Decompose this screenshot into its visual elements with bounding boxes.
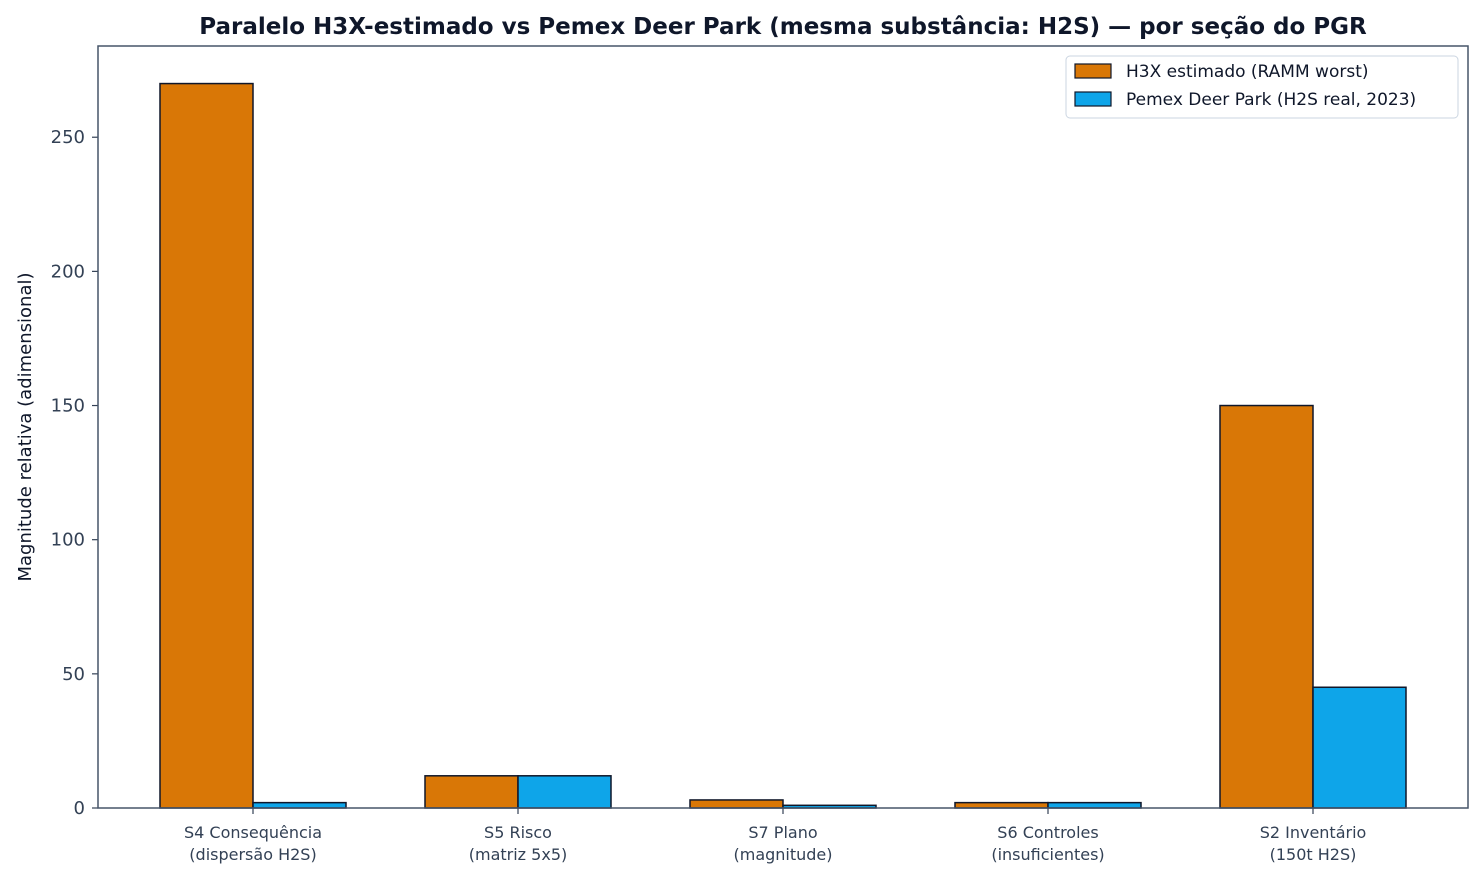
y-axis: 0 50 100 150 200 250 [51, 127, 98, 819]
bar-h3x-3 [954, 801, 1049, 809]
legend-box [1065, 55, 1459, 119]
y-tick-label-5: 250 [51, 127, 85, 148]
plot-frame [97, 45, 1469, 809]
legend-swatch-0 [1074, 63, 1112, 79]
bar-h3x-1 [424, 775, 519, 809]
chart-title: Paralelo H3X-estimado vs Pemex Deer Park… [199, 14, 1367, 40]
bar-h3x-4 [1219, 404, 1314, 809]
y-tick-label-1: 50 [62, 664, 85, 685]
bar-pemex-1 [517, 775, 612, 809]
y-tick-label-3: 150 [51, 396, 85, 417]
y-tick-label-4: 200 [51, 261, 85, 282]
bar-pemex-4 [1312, 686, 1407, 809]
y-tick-label-0: 0 [74, 798, 85, 819]
legend: H3X estimado (RAMM worst) Pemex Deer Park… [1065, 55, 1459, 119]
bar-h3x-0 [159, 82, 254, 809]
bar-pemex-3 [1047, 801, 1142, 809]
x-tick-label-4: S2 Inventário (150t H2S) [1260, 823, 1367, 864]
bar-pemex-0 [252, 801, 347, 809]
y-tick-label-2: 100 [51, 530, 85, 551]
legend-swatch-1 [1074, 91, 1112, 107]
x-tick-label-2: S7 Plano (magnitude) [733, 823, 832, 864]
y-axis-label: Magnitude relativa (adimensional) [15, 272, 36, 581]
bar-h3x-2 [689, 799, 784, 809]
x-tick-label-0: S4 Consequência (dispersão H2S) [184, 823, 322, 864]
bars-layer [159, 82, 1407, 809]
x-axis: S4 Consequência (dispersão H2S) S5 Risco (m… [184, 808, 1366, 864]
x-tick-label-3: S6 Controles (insuficientes) [991, 823, 1104, 864]
legend-label-1: Pemex Deer Park (H2S real, 2023) [1126, 90, 1416, 110]
legend-label-0: H3X estimado (RAMM worst) [1126, 62, 1369, 82]
x-tick-label-1: S5 Risco (matriz 5x5) [469, 823, 567, 864]
